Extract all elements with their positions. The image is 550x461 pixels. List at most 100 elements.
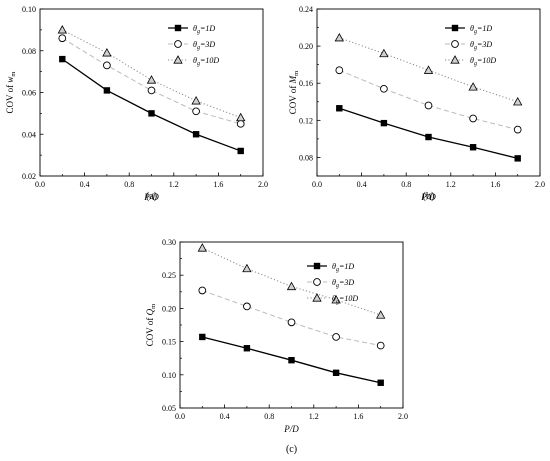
y-tick-label: 0.16 [299,79,313,88]
series-line-1 [61,58,241,152]
legend-marker [313,262,321,270]
x-tick-label: 2.0 [258,180,268,189]
x-tick-label: 0.0 [175,412,185,421]
x-tick-label: 1.6 [213,180,223,189]
data-point [191,96,201,105]
series-line-1 [339,107,518,160]
legend: θg=1D θg=3D θg=10D [445,24,496,67]
legend-marker [173,55,183,64]
data-point [379,48,389,58]
data-point [336,105,343,112]
series-line-2 [339,69,518,131]
data-point [332,333,340,341]
series-line-3 [339,37,518,103]
data-point [287,318,296,327]
data-point [380,84,388,93]
panel-label: (a) [146,191,157,202]
legend-label: θg=10D [470,56,496,67]
data-point [468,82,478,91]
data-point [102,48,112,57]
y-tick-label: 0.25 [162,271,176,280]
y-tick-label: 0.10 [22,5,36,14]
plot-frame [316,8,541,177]
data-point [331,294,341,304]
legend-label: θg=10D [193,56,219,67]
data-point [376,341,385,350]
x-tick-label: 1.2 [446,180,456,189]
x-tick-label: 1.2 [169,180,179,189]
data-point [192,131,200,138]
data-point [237,147,244,155]
x-tick-label: 0.4 [220,412,230,421]
chart-panel-2: 0.0 0.4 0.8 1.2 1.6 2.0 0.08 0.12 0.16 0.20 0.24 P/… [288,5,545,202]
panel-label: (c) [286,444,297,455]
legend-label: θg=1D [193,24,215,35]
legend-label: θg=1D [470,24,492,35]
data-point [380,119,388,127]
data-point [57,25,67,34]
legend-marker [313,278,321,286]
data-point [513,96,523,106]
data-point [242,263,252,273]
y-tick-label: 0.08 [299,153,313,162]
x-tick-label: 0.4 [80,180,90,189]
x-tick-label: 1.6 [353,412,363,421]
legend-label: θg=3D [332,278,354,289]
x-tick-label: 0.8 [401,180,411,189]
data-point [103,61,111,70]
chart-panel-3: 0.0 0.4 0.8 1.2 1.6 2.0 0.05 0.10 0.15 0.20 0.25 0.… [145,238,408,455]
data-point [146,75,157,84]
data-point [514,155,521,162]
panel-label: (b) [423,191,435,202]
legend-marker [451,24,459,32]
chart-panel-1: 0.0 0.4 0.8 1.2 1.6 2.0 0.02 0.04 0.06 0.08 0.10 P/… [5,5,268,202]
x-axis-label: P/D [420,192,436,202]
x-tick-label: 0.8 [124,180,134,189]
data-point [423,65,434,74]
data-point [377,379,384,386]
x-tick-label: 0.0 [312,180,322,189]
y-tick-label: 0.15 [162,338,176,347]
data-point [243,345,251,352]
y-tick-label: 0.08 [22,47,36,56]
data-point [425,133,432,141]
x-tick-label: 1.6 [490,180,500,189]
data-point [469,114,477,123]
legend: θg=1D θg=3D θg=10D [168,24,219,67]
y-tick-label: 0.20 [299,42,313,51]
series-line-2 [202,289,381,347]
data-point [58,34,67,43]
y-tick-label: 0.10 [162,371,176,380]
legend-marker [312,293,322,302]
data-point [148,110,155,117]
x-axis-label: P/D [143,192,159,202]
data-point [236,112,246,122]
legend-marker [450,55,460,64]
legend-label: θg=10D [332,294,358,305]
x-tick-label: 0.0 [35,180,45,189]
data-point [59,55,66,63]
data-point [103,87,111,94]
y-axis-label: COV of Qm [145,304,157,346]
legend-label: θg=3D [193,40,215,51]
data-point [334,32,344,42]
y-tick-label: 0.12 [299,116,313,125]
data-point [424,101,433,110]
data-point [335,66,344,75]
x-axis-label: P/D [283,424,299,434]
y-tick-label: 0.30 [162,238,176,247]
data-point [469,144,477,151]
legend: θg=1D θg=3D θg=10D [307,262,358,305]
y-tick-label: 0.05 [162,404,176,413]
y-tick-label: 0.06 [22,89,36,98]
y-tick-label: 0.02 [22,172,36,181]
x-tick-label: 0.8 [264,412,274,421]
x-tick-label: 1.2 [309,412,319,421]
y-axis-label: COV of wm [5,72,17,114]
legend-label: θg=3D [470,40,492,51]
data-point [513,125,522,134]
data-point [198,286,207,295]
data-point [197,243,207,252]
series-line-2 [62,37,241,125]
